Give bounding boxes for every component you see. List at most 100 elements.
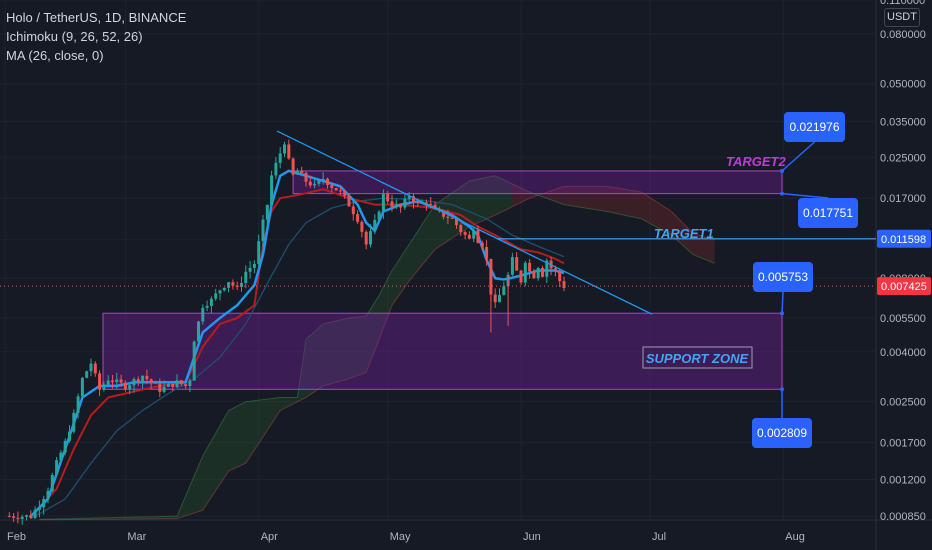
candle-body bbox=[326, 178, 329, 186]
candle-body bbox=[248, 267, 252, 272]
candle bbox=[132, 377, 136, 393]
candle bbox=[536, 266, 540, 281]
candle-body bbox=[399, 204, 403, 208]
candle-body bbox=[429, 203, 433, 205]
candle bbox=[50, 472, 54, 493]
candle bbox=[274, 157, 278, 180]
candle bbox=[235, 281, 239, 291]
candle-body bbox=[338, 190, 342, 192]
candle bbox=[480, 240, 484, 251]
candle-body bbox=[493, 294, 497, 303]
candle bbox=[252, 260, 256, 274]
candle-body bbox=[162, 386, 166, 392]
candle bbox=[222, 287, 226, 292]
x-tick-label: Mar bbox=[127, 531, 146, 543]
candle bbox=[7, 512, 11, 518]
candle bbox=[29, 510, 33, 520]
candle bbox=[227, 281, 231, 293]
candle bbox=[493, 288, 497, 308]
candle bbox=[72, 409, 76, 434]
candle bbox=[141, 375, 145, 389]
candle bbox=[218, 289, 222, 301]
candle bbox=[377, 210, 381, 221]
candle bbox=[502, 281, 506, 296]
candle-body bbox=[562, 281, 566, 289]
candle bbox=[240, 276, 243, 292]
candle-body bbox=[76, 396, 80, 413]
candle-body bbox=[480, 242, 484, 248]
candle bbox=[528, 258, 532, 279]
axis-tag-last-price-bg bbox=[877, 277, 931, 296]
candle-body bbox=[532, 271, 536, 279]
candle-body bbox=[179, 380, 183, 385]
candle-body bbox=[377, 211, 381, 220]
support-zone-box bbox=[642, 346, 753, 369]
candle-body bbox=[330, 185, 334, 188]
candle-body bbox=[175, 380, 179, 387]
candle-body bbox=[197, 321, 200, 342]
candle bbox=[386, 191, 390, 204]
candle bbox=[68, 424, 71, 443]
candle-body bbox=[360, 221, 364, 232]
candle-body bbox=[420, 202, 424, 204]
candle bbox=[111, 374, 114, 389]
y-tick-label: 0.000850 bbox=[880, 511, 926, 523]
candle bbox=[369, 224, 372, 248]
candle-body bbox=[85, 371, 89, 378]
price-axis[interactable]: 0.110000 0.080000 0.050000 0.035000 0.025000… bbox=[880, 0, 926, 523]
candle-body bbox=[201, 307, 205, 322]
candle bbox=[399, 203, 403, 213]
zones bbox=[102, 170, 783, 390]
candle bbox=[63, 438, 67, 456]
candle-body bbox=[351, 206, 355, 215]
candle-body bbox=[188, 380, 192, 386]
candle-body bbox=[467, 234, 471, 239]
candle-body bbox=[407, 196, 411, 199]
candle-body bbox=[145, 375, 149, 380]
candle bbox=[287, 139, 291, 160]
candle-body bbox=[536, 268, 540, 279]
candle-body bbox=[154, 382, 157, 384]
ichimoku-legend[interactable]: Ichimoku (9, 26, 52, 26) bbox=[6, 29, 143, 44]
candle-body bbox=[515, 257, 519, 271]
ma-legend[interactable]: MA (26, close, 0) bbox=[6, 48, 104, 63]
candle bbox=[154, 380, 157, 384]
candle bbox=[278, 147, 282, 169]
callout-support-top-connector bbox=[781, 291, 784, 314]
candle bbox=[295, 168, 299, 175]
chart-legend: Holo / TetherUS, 1D, BINANCE Ichimoku (9… bbox=[6, 8, 186, 65]
candle bbox=[119, 374, 123, 387]
candle-body bbox=[476, 229, 480, 243]
symbol-title[interactable]: Holo / TetherUS, 1D, BINANCE bbox=[6, 10, 187, 25]
candle bbox=[523, 260, 527, 287]
x-tick-label: Feb bbox=[7, 531, 26, 543]
candle bbox=[519, 269, 523, 285]
candle-body bbox=[558, 270, 562, 282]
candle-body bbox=[347, 195, 351, 207]
candle bbox=[184, 383, 188, 389]
candle-body bbox=[141, 375, 145, 382]
candle-body bbox=[68, 431, 71, 441]
candle-body bbox=[205, 305, 209, 308]
candle bbox=[149, 378, 153, 389]
y-tick-label: 0.001700 bbox=[880, 438, 926, 450]
x-tick-label: May bbox=[390, 531, 411, 543]
candle bbox=[16, 511, 20, 524]
y-tick-label: 0.017000 bbox=[880, 193, 926, 205]
candle bbox=[261, 214, 265, 248]
ma-line bbox=[30, 197, 565, 520]
candle-body bbox=[455, 218, 458, 226]
candle bbox=[283, 141, 286, 157]
candle-body bbox=[252, 263, 256, 268]
candle-body bbox=[283, 144, 286, 154]
candle-body bbox=[227, 282, 231, 288]
candle-body bbox=[89, 363, 93, 372]
time-axis[interactable]: Feb Mar Apr May Jun Jul Aug bbox=[7, 531, 805, 543]
currency-label[interactable]: USDT bbox=[884, 8, 920, 27]
y-tick-label: 0.035000 bbox=[880, 117, 926, 129]
candle-body bbox=[171, 383, 175, 387]
candle-body bbox=[308, 181, 312, 186]
candle-body bbox=[42, 499, 46, 508]
candle bbox=[257, 234, 261, 269]
